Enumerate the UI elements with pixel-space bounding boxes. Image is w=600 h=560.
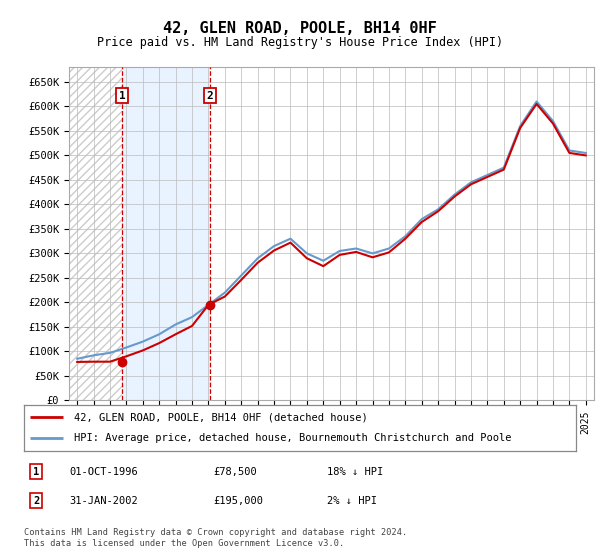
Text: £195,000: £195,000 (213, 496, 263, 506)
Bar (69, 67, 122, 400)
Text: 2: 2 (206, 91, 213, 101)
Text: 1: 1 (119, 91, 125, 101)
Text: Price paid vs. HM Land Registry's House Price Index (HPI): Price paid vs. HM Land Registry's House … (97, 36, 503, 49)
Text: 1: 1 (33, 466, 39, 477)
Text: £78,500: £78,500 (213, 466, 257, 477)
Text: 42, GLEN ROAD, POOLE, BH14 0HF: 42, GLEN ROAD, POOLE, BH14 0HF (163, 21, 437, 36)
Text: 42, GLEN ROAD, POOLE, BH14 0HF (detached house): 42, GLEN ROAD, POOLE, BH14 0HF (detached… (74, 412, 367, 422)
Text: 2% ↓ HPI: 2% ↓ HPI (327, 496, 377, 506)
Bar (122, 67, 210, 400)
Text: 01-OCT-1996: 01-OCT-1996 (69, 466, 138, 477)
Text: 18% ↓ HPI: 18% ↓ HPI (327, 466, 383, 477)
Text: 2: 2 (33, 496, 39, 506)
Text: Contains HM Land Registry data © Crown copyright and database right 2024.
This d: Contains HM Land Registry data © Crown c… (24, 528, 407, 548)
Text: 31-JAN-2002: 31-JAN-2002 (69, 496, 138, 506)
Text: HPI: Average price, detached house, Bournemouth Christchurch and Poole: HPI: Average price, detached house, Bour… (74, 433, 511, 444)
